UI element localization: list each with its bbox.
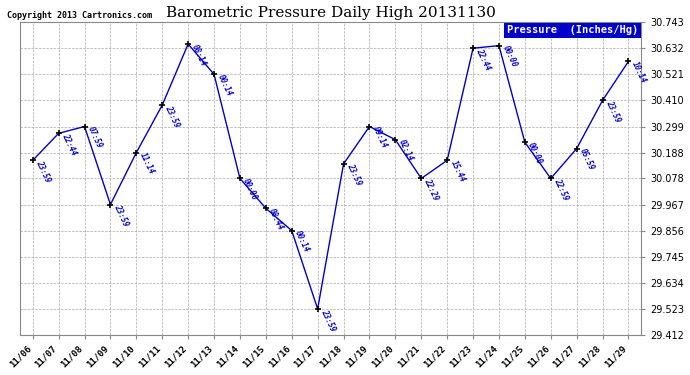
Text: 22:44: 22:44 xyxy=(475,47,493,72)
Text: 05:59: 05:59 xyxy=(578,147,596,172)
Text: 08:44: 08:44 xyxy=(267,207,285,232)
Text: 23:59: 23:59 xyxy=(319,308,337,332)
Text: 23:59: 23:59 xyxy=(604,99,622,124)
Text: 23:59: 23:59 xyxy=(345,162,363,187)
Text: Copyright 2013 Cartronics.com: Copyright 2013 Cartronics.com xyxy=(7,11,152,20)
Text: 15:44: 15:44 xyxy=(448,159,466,184)
Text: 00:00: 00:00 xyxy=(500,44,518,69)
Text: 09:14: 09:14 xyxy=(371,125,388,150)
Text: 00:14: 00:14 xyxy=(293,229,311,254)
Text: 23:59: 23:59 xyxy=(34,159,52,184)
Text: 00:00: 00:00 xyxy=(241,177,259,202)
Text: 02:14: 02:14 xyxy=(397,138,415,163)
Text: Pressure  (Inches/Hg): Pressure (Inches/Hg) xyxy=(507,25,638,35)
Text: 23:59: 23:59 xyxy=(112,203,130,228)
Title: Barometric Pressure Daily High 20131130: Barometric Pressure Daily High 20131130 xyxy=(166,6,495,20)
Text: 00:00: 00:00 xyxy=(526,141,544,166)
Text: 00:14: 00:14 xyxy=(215,73,233,98)
Text: 10:14: 10:14 xyxy=(630,60,648,85)
Text: 11:14: 11:14 xyxy=(138,151,156,176)
Text: 22:29: 22:29 xyxy=(423,177,441,202)
Text: 23:59: 23:59 xyxy=(164,104,181,129)
Text: 22:59: 22:59 xyxy=(552,177,570,202)
Text: 22:44: 22:44 xyxy=(60,132,78,157)
Text: 07:59: 07:59 xyxy=(86,125,104,150)
Text: 08:14: 08:14 xyxy=(190,43,208,68)
